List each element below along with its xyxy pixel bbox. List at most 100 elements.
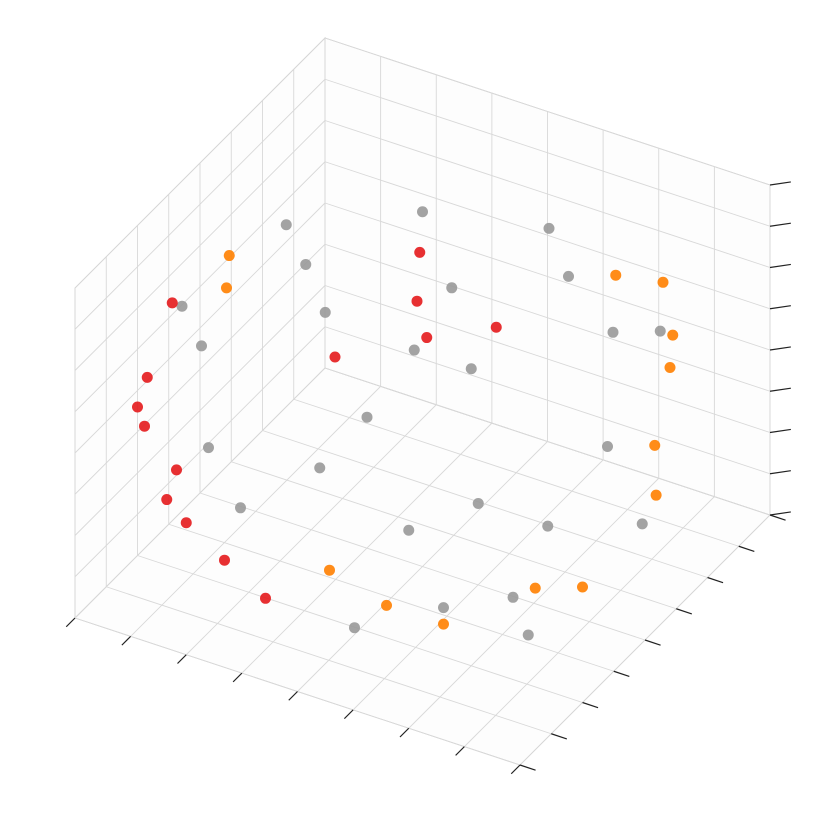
x-tick: [399, 727, 410, 738]
point: [417, 206, 428, 218]
x-tick: [232, 672, 243, 683]
grid-line: [262, 430, 708, 578]
z-tick: [769, 387, 791, 392]
y-tick: [707, 576, 724, 584]
point: [196, 340, 207, 352]
grid-line: [324, 367, 771, 516]
point: [141, 371, 153, 383]
point: [324, 564, 335, 576]
x-tick: [121, 635, 132, 646]
grid-line: [74, 202, 326, 454]
point: [636, 518, 648, 530]
x-tick: [288, 691, 298, 701]
grid-line: [137, 555, 583, 703]
x-tick: [343, 709, 354, 720]
point: [577, 581, 588, 593]
point: [203, 442, 214, 454]
point: [180, 517, 192, 529]
grid-line: [74, 243, 326, 495]
point: [649, 439, 661, 451]
point: [667, 329, 679, 341]
z-tick: [769, 428, 791, 434]
grid-line: [324, 202, 771, 351]
point: [465, 363, 477, 375]
y-tick: [644, 639, 661, 646]
point: [403, 524, 415, 536]
z-tick: [769, 181, 791, 186]
grid-line: [199, 492, 646, 641]
point: [171, 464, 182, 476]
point: [507, 591, 519, 603]
point: [650, 489, 662, 501]
point: [438, 618, 449, 630]
point: [654, 325, 666, 337]
z-tick: [769, 222, 791, 227]
point: [522, 629, 534, 641]
point: [542, 520, 554, 532]
point: [161, 494, 173, 506]
point: [300, 258, 312, 270]
x-tick: [455, 746, 465, 756]
x-tick: [510, 764, 521, 775]
grid-line: [231, 461, 677, 610]
grid-line: [324, 326, 771, 475]
grid-line: [324, 78, 771, 227]
y-tick: [676, 608, 693, 615]
grid-line: [324, 120, 771, 268]
point: [314, 462, 326, 474]
grid-line: [168, 523, 614, 672]
grid-line: [74, 37, 326, 289]
z-tick: [769, 511, 791, 516]
grid-line: [74, 120, 326, 371]
grid-line: [293, 398, 739, 547]
point: [408, 344, 420, 356]
z-tick: [769, 263, 791, 269]
point: [280, 219, 292, 231]
point: [664, 362, 676, 373]
point: [529, 582, 541, 594]
grid-line: [324, 37, 771, 186]
grid-line: [74, 367, 326, 619]
grid-line: [74, 285, 326, 536]
point: [166, 297, 178, 309]
point: [260, 592, 271, 604]
point: [411, 295, 423, 307]
point: [176, 300, 188, 312]
y-tick: [519, 764, 536, 771]
point: [319, 306, 331, 318]
z-tick: [769, 470, 791, 475]
point: [607, 326, 619, 338]
y-tick: [613, 670, 630, 677]
point: [438, 602, 449, 614]
point: [543, 222, 555, 234]
point: [329, 351, 341, 363]
y-tick: [582, 701, 599, 709]
z-tick: [769, 305, 791, 310]
grid-line: [74, 326, 326, 578]
y-tick: [551, 733, 568, 740]
grid-line: [74, 161, 326, 413]
grid-line: [324, 161, 771, 310]
point: [421, 332, 433, 344]
point: [139, 420, 150, 432]
grid-line: [324, 243, 771, 392]
y-tick: [769, 514, 786, 521]
grid-line: [106, 586, 552, 735]
grid-line: [324, 285, 771, 433]
y-tick: [738, 545, 755, 552]
point: [657, 276, 669, 288]
point: [490, 321, 502, 333]
point: [221, 282, 232, 294]
point: [446, 282, 458, 294]
point: [349, 622, 360, 634]
point: [219, 554, 230, 566]
point: [381, 599, 392, 611]
point: [563, 270, 574, 282]
point: [223, 250, 235, 262]
grid-line: [74, 78, 326, 330]
point: [602, 441, 613, 452]
x-tick: [65, 617, 76, 628]
z-tick: [769, 346, 791, 351]
